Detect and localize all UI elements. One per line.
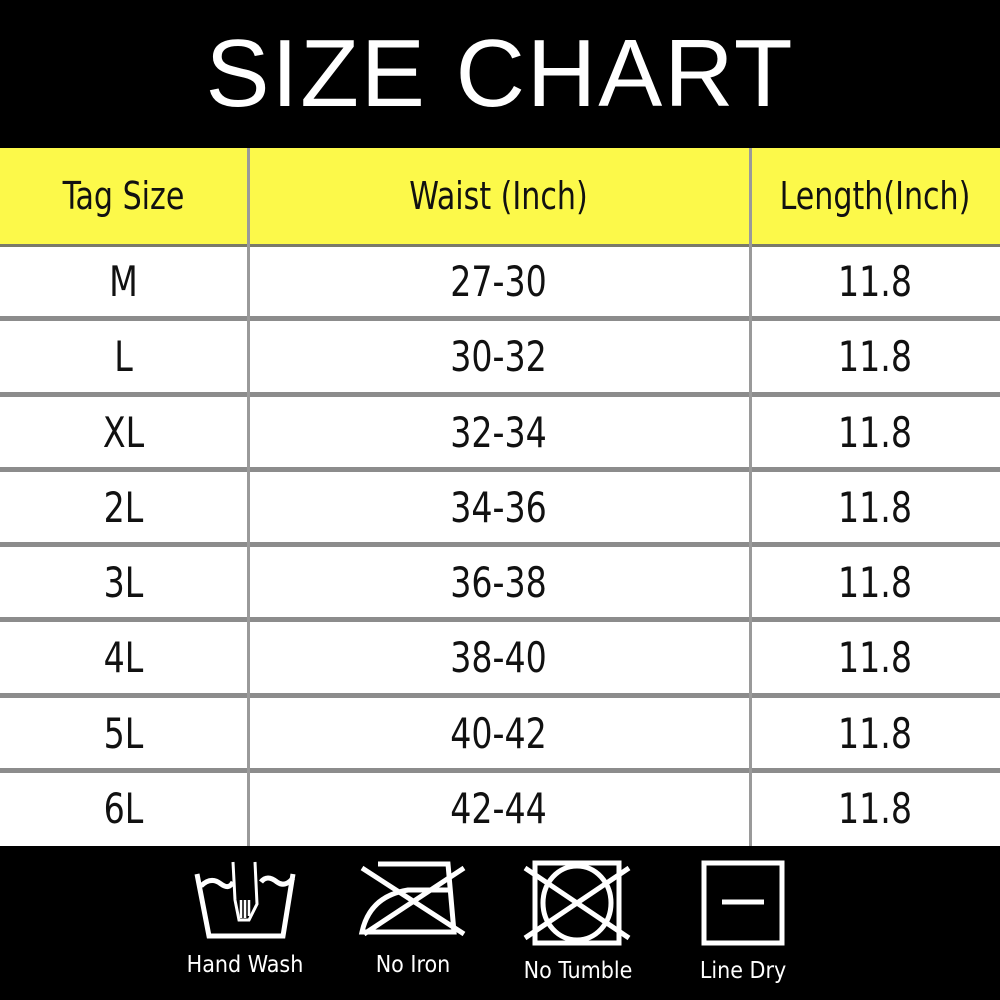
tag-size-cell: 3L — [103, 558, 144, 608]
waist-cell: 40-42 — [450, 708, 547, 758]
divider — [0, 617, 1000, 623]
care-no-tumble: No Tumble — [513, 860, 643, 984]
waist-cell: 30-32 — [450, 332, 547, 382]
header-tag-size: Tag Size — [62, 174, 185, 218]
divider — [0, 391, 1000, 397]
header-waist: Waist (Inch) — [409, 174, 588, 218]
divider — [0, 244, 1000, 247]
care-label: Hand Wash — [186, 952, 304, 978]
length-cell: 11.8 — [837, 407, 913, 457]
tag-size-cell: M — [109, 257, 138, 307]
table-row: 2L 34-36 11.8 — [0, 470, 1000, 545]
care-line-dry: Line Dry — [678, 860, 808, 984]
tag-size-cell: XL — [102, 407, 145, 457]
divider — [247, 148, 250, 846]
divider — [749, 148, 752, 846]
care-no-iron: No Iron — [348, 860, 478, 978]
divider — [0, 767, 1000, 773]
length-cell: 11.8 — [837, 633, 913, 683]
table-row: 5L 40-42 11.8 — [0, 696, 1000, 771]
table-row: XL 32-34 11.8 — [0, 395, 1000, 470]
tag-size-cell: 5L — [103, 708, 144, 758]
page-title: SIZE CHART — [205, 20, 795, 127]
care-label: No Tumble — [523, 958, 633, 984]
waist-cell: 34-36 — [450, 482, 547, 532]
waist-cell: 36-38 — [450, 558, 547, 608]
tag-size-cell: L — [114, 332, 133, 382]
divider — [0, 542, 1000, 547]
waist-cell: 32-34 — [450, 407, 547, 457]
table-row: M 27-30 11.8 — [0, 244, 1000, 319]
hand-wash-icon — [194, 861, 296, 939]
length-cell: 11.8 — [837, 783, 913, 833]
no-tumble-dry-icon — [523, 860, 631, 946]
tag-size-cell: 4L — [103, 633, 144, 683]
waist-cell: 38-40 — [450, 633, 547, 683]
table-row: 4L 38-40 11.8 — [0, 620, 1000, 695]
header-length: Length(Inch) — [779, 174, 971, 218]
table-row: L 30-32 11.8 — [0, 319, 1000, 394]
length-cell: 11.8 — [837, 558, 913, 608]
care-label: No Iron — [375, 952, 451, 978]
care-hand-wash: Hand Wash — [180, 860, 310, 978]
waist-cell: 42-44 — [450, 783, 547, 833]
divider — [0, 316, 1000, 322]
table-row: 6L 42-44 11.8 — [0, 771, 1000, 846]
length-cell: 11.8 — [837, 257, 913, 307]
divider — [0, 692, 1000, 698]
length-cell: 11.8 — [837, 332, 913, 382]
tag-size-cell: 6L — [103, 783, 144, 833]
line-dry-icon — [701, 860, 785, 946]
table-row: 3L 36-38 11.8 — [0, 545, 1000, 620]
waist-cell: 27-30 — [450, 257, 547, 307]
care-label: Line Dry — [699, 958, 787, 984]
divider — [0, 466, 1000, 472]
length-cell: 11.8 — [837, 708, 913, 758]
length-cell: 11.8 — [837, 482, 913, 532]
no-iron-icon — [358, 861, 466, 937]
tag-size-cell: 2L — [103, 482, 144, 532]
size-table: Tag Size Waist (Inch) Length(Inch) M 27-3… — [0, 148, 1000, 846]
table-header: Tag Size Waist (Inch) Length(Inch) — [0, 148, 1000, 244]
